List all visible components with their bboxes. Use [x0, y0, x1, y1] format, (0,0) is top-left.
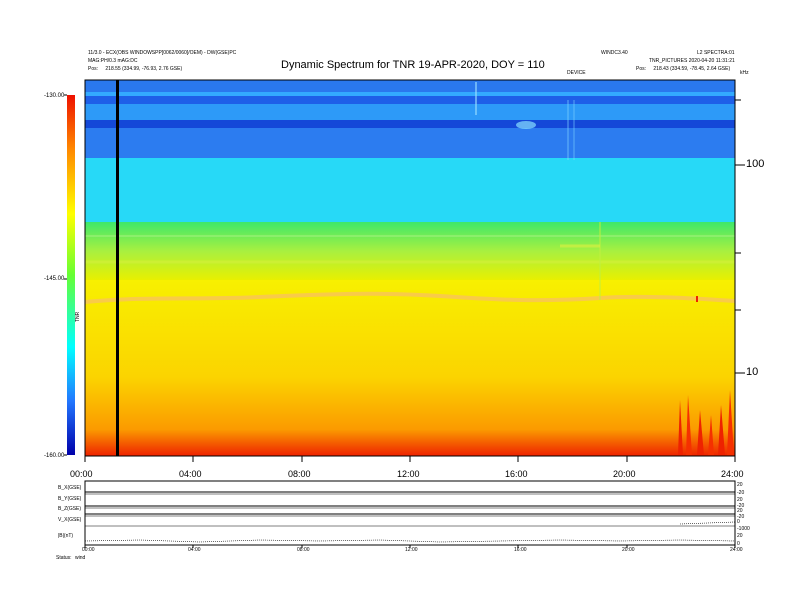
band-top-blue: [85, 80, 735, 92]
x-tick-label-6: 24:00: [721, 469, 744, 479]
panel-trace-vx: [679, 521, 736, 525]
header-pos-end-label: Pos:: [636, 66, 647, 72]
panel-label-bx: B_X(GSE): [58, 485, 82, 491]
band-yellow-red: [85, 280, 735, 456]
burst-1: [678, 400, 683, 455]
band-blue-3: [85, 104, 735, 120]
header-meta-line2: MAG:PH/0.3 mAG:DC: [88, 58, 138, 64]
panel-label-by: B_Y(GSE): [58, 496, 82, 502]
colorbar-tick-label-top: -130.00: [44, 93, 65, 99]
panel-right-b-bottom: 0: [737, 541, 740, 547]
burst-4: [708, 415, 714, 455]
panel-x-tick-5: 20:00: [622, 547, 635, 553]
panel-right-vx-bottom: -1000: [737, 526, 750, 532]
status-label: Status:: [56, 555, 72, 561]
panel-right-vx-top: 0: [737, 519, 740, 525]
panel-label-b: |B|(nT): [58, 533, 74, 539]
panel-label-bz: B_Z(GSE): [58, 506, 82, 512]
x-tick-label-1: 04:00: [179, 469, 202, 479]
panel-trace-b: [84, 539, 736, 543]
panel-right-bx-bottom: -20: [737, 490, 745, 496]
header-meta-line1: 11/3.0 - ECX(OBS WINDOWSPP[0062/0060]/OE…: [88, 50, 237, 56]
band-darkblue: [85, 120, 735, 128]
panel-right-bx-top: 20: [737, 482, 743, 488]
khz-tag: kHz: [740, 70, 749, 76]
panel-x-tick-1: 04:00: [188, 547, 201, 553]
panel-x-tick-3: 12:00: [405, 547, 418, 553]
feature-blob: [516, 121, 536, 129]
band-blue-4: [85, 128, 735, 158]
spectrogram-bands: [85, 80, 735, 456]
burst-2: [686, 395, 692, 455]
band-top-lightblue: [85, 92, 735, 96]
header-product: L2 SPECTRA:01: [697, 50, 735, 56]
colorbar-tick-label-mid: -145.00: [44, 276, 65, 282]
colorbar: [67, 95, 75, 455]
lower-panels-frame: [84, 480, 736, 546]
panel-right-bz-top: 20: [737, 508, 743, 514]
panel-x-tick-4: 16:00: [514, 547, 527, 553]
x-tick-label-3: 12:00: [397, 469, 420, 479]
panel-right-bz-bottom: -20: [737, 514, 745, 520]
panel-right-by-top: 20: [737, 497, 743, 503]
panel-x-tick-2: 08:00: [297, 547, 310, 553]
band-cyan: [85, 158, 735, 222]
y-tick-label-10: 10: [746, 366, 759, 378]
burst-3: [697, 410, 704, 455]
status-value: wind: [75, 555, 86, 561]
panel-right-b-top: 20: [737, 533, 743, 539]
header-pos-end-value: 218.43 (334.59, -78.45, 2.64 GSE): [653, 66, 731, 72]
panel-x-tick-0: 00:00: [82, 547, 95, 553]
band-green: [85, 222, 735, 280]
header-pos-start: Pos: 218.55 (334.99, -76.93, 2.76 GSE): [88, 66, 182, 72]
x-tick-label-2: 08:00: [288, 469, 311, 479]
burst-6: [727, 390, 734, 455]
panel-label-vx: V_X(GSE): [58, 517, 82, 523]
header-pos-end: Pos: 218.43 (334.59, -78.45, 2.64 GSE): [636, 66, 730, 72]
panel-x-tick-6: 24:00: [730, 547, 743, 553]
band-blue-2: [85, 96, 735, 104]
emission-line: [84, 291, 736, 304]
header-pos-start-value: 218.55 (334.99, -76.93, 2.76 GSE): [105, 66, 183, 72]
x-tick-label-5: 20:00: [613, 469, 636, 479]
y-tick-label-100: 100: [746, 158, 765, 170]
panel-right-by-bottom: -20: [737, 503, 745, 509]
device-tag: DEVICE: [567, 70, 586, 76]
burst-spot: [696, 296, 698, 302]
burst-5: [718, 405, 725, 455]
chart-title: Dynamic Spectrum for TNR 19-APR-2020, DO…: [281, 59, 545, 71]
panel-x-ticks: [84, 545, 736, 548]
x-tick-label-4: 16:00: [505, 469, 528, 479]
colorbar-tick-label-bottom: -160.00: [44, 453, 65, 459]
header-version: WINDC3.40: [601, 50, 628, 56]
x-axis-ticks: [84, 456, 736, 462]
x-tick-label-0: 00:00: [70, 469, 93, 479]
header-run-date: TNR_PICTURES 2020-04-20 11:31:21: [649, 58, 735, 64]
radio-bursts: [678, 390, 734, 455]
header-pos-start-label: Pos:: [88, 66, 99, 72]
